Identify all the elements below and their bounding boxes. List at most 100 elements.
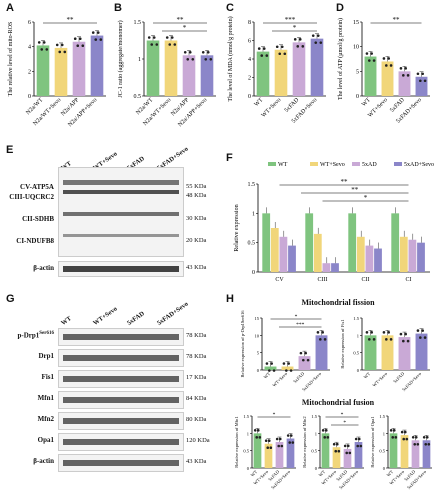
- blot-g-membrane: [58, 370, 184, 388]
- data-point: [372, 338, 376, 341]
- blot-g-band: [63, 397, 179, 403]
- data-point: [258, 436, 262, 439]
- data-point: [256, 429, 260, 432]
- bar: [415, 333, 428, 370]
- y-tick-label: 0.5: [311, 449, 317, 454]
- bar: [36, 45, 50, 96]
- data-point: [55, 43, 59, 47]
- blot-e-kda: 43 KDa: [186, 264, 207, 271]
- bar: [348, 213, 357, 272]
- data-point: [280, 45, 284, 49]
- bar: [415, 76, 428, 96]
- bar: [288, 245, 296, 272]
- data-point: [399, 332, 403, 336]
- sig-label: **: [341, 178, 349, 186]
- y-tick-label: 0: [356, 94, 359, 100]
- data-point: [385, 64, 388, 67]
- data-point: [416, 72, 420, 76]
- chart-d: 0 5 10 15 The level of ATP (µmol/g protein) W…: [337, 16, 430, 125]
- x-tick-label: CII: [362, 277, 370, 283]
- data-point: [326, 436, 330, 439]
- y-tick-label: 0: [257, 368, 260, 373]
- bar: [356, 236, 365, 272]
- chart-b: 0.511.5JC-1 ratio (aggregate/monomer)N2a…: [117, 16, 216, 128]
- data-point: [402, 437, 406, 441]
- data-point: [73, 37, 77, 41]
- x-tick-label: WT: [318, 469, 327, 478]
- data-point: [419, 79, 422, 83]
- y-axis-label: The relative level of mito-ROS: [7, 22, 14, 97]
- y-tick-label: 0: [247, 466, 250, 471]
- y-tick-label: 6: [28, 20, 31, 26]
- y-tick-label: 0: [383, 466, 386, 471]
- x-tick-label: 5xFAD: [392, 371, 405, 384]
- y-tick-label: 1.5: [379, 414, 385, 419]
- data-point: [323, 338, 327, 341]
- bar: [315, 335, 328, 370]
- sig-label: **: [67, 16, 75, 24]
- data-point: [147, 36, 151, 39]
- blot-g-row-label: Fis1: [41, 373, 54, 381]
- data-point: [404, 67, 407, 70]
- data-point: [42, 41, 46, 44]
- blot-g-band: [63, 376, 179, 382]
- legend-label: WT: [278, 162, 288, 168]
- data-point: [402, 74, 405, 77]
- data-point: [387, 331, 390, 334]
- blot-g-lane-4: 5xFAD+Sevo: [155, 300, 190, 327]
- data-point: [304, 351, 307, 355]
- data-point: [209, 58, 213, 61]
- data-point: [365, 331, 369, 334]
- data-point: [402, 339, 405, 343]
- blot-e-kda: 20 KDa: [186, 237, 207, 244]
- blot-g-row-label: p-Drp1Ser616: [17, 331, 54, 340]
- blot-g-membrane: [58, 328, 184, 346]
- blot-e-kda: 48 KDa: [186, 192, 207, 199]
- bar: [164, 40, 178, 96]
- bar: [72, 41, 86, 96]
- blot-g-row-label: β-actin: [33, 457, 54, 465]
- blot-g-membrane: [58, 433, 184, 451]
- data-point: [37, 41, 41, 44]
- data-point: [385, 338, 388, 341]
- bar: [54, 47, 68, 96]
- y-axis-label: Relative expression of Mfn2: [302, 416, 307, 467]
- x-tick-label: WT: [363, 371, 372, 380]
- blot-g-band: [63, 418, 179, 424]
- bar: [391, 213, 400, 272]
- bar: [417, 242, 425, 272]
- data-point: [422, 435, 426, 439]
- blot-g-kda: 17 KDa: [186, 374, 207, 381]
- y-tick-label: 4: [248, 57, 251, 63]
- chart-c: 0 2 4 6 8 The level of MDA (nmol/g protein) WT…: [227, 16, 326, 125]
- data-point: [275, 437, 279, 441]
- y-axis-label: Relative expression of p-Drp1Ser616: [240, 310, 245, 378]
- bar: [398, 337, 411, 370]
- data-point: [275, 45, 279, 49]
- panel-letter-c: C: [226, 2, 234, 14]
- data-point: [201, 51, 205, 54]
- bar: [321, 433, 330, 468]
- data-point: [289, 369, 293, 372]
- data-point: [165, 36, 169, 39]
- data-point: [332, 442, 336, 446]
- data-point: [277, 444, 281, 448]
- data-point: [302, 358, 305, 362]
- bar: [408, 239, 417, 272]
- bar: [354, 442, 363, 468]
- panel-letter-b: B: [114, 2, 122, 14]
- y-axis-label: Relative expression: [234, 204, 240, 251]
- y-tick-label: 1.5: [134, 20, 142, 26]
- data-point: [285, 369, 288, 372]
- data-point: [266, 446, 270, 450]
- blot-g-lane-3: 5xFAD: [125, 310, 146, 327]
- legend-label: 5xAD: [362, 162, 377, 168]
- bar: [411, 440, 420, 468]
- sig-label: *: [295, 314, 298, 320]
- y-tick-label: 1.5: [248, 182, 256, 188]
- bar: [281, 366, 294, 370]
- y-tick-label: 1.5: [353, 316, 359, 321]
- sig-label: **: [393, 16, 401, 24]
